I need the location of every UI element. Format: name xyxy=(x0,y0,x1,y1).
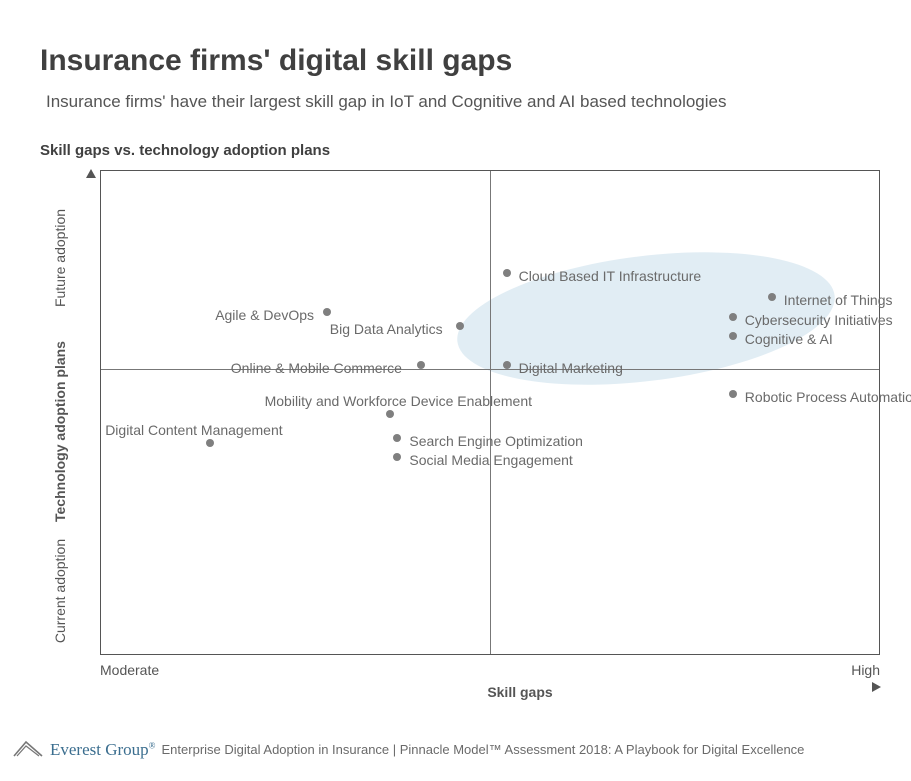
dot-icon xyxy=(768,293,776,301)
dot-icon xyxy=(729,313,737,321)
x-axis-left-label: Moderate xyxy=(100,662,159,678)
data-point-label: Agile & DevOps xyxy=(215,307,314,323)
dot-icon xyxy=(393,453,401,461)
data-point-label: Mobility and Workforce Device Enablement xyxy=(265,393,532,409)
roof-icon xyxy=(12,738,46,761)
data-point-label: Big Data Analytics xyxy=(330,321,443,337)
footer: Everest Group® Enterprise Digital Adopti… xyxy=(12,738,804,761)
dot-icon xyxy=(503,269,511,277)
footer-text: Enterprise Digital Adoption in Insurance… xyxy=(162,742,805,757)
data-point-label: Online & Mobile Commerce xyxy=(231,360,402,376)
y-axis-label: Technology adoption plans xyxy=(52,342,68,522)
data-point-label: Cybersecurity Initiatives xyxy=(745,312,893,328)
y-axis-lower-label: Current adoption xyxy=(52,516,68,666)
dot-icon xyxy=(386,410,394,418)
brand-logo: Everest Group® xyxy=(12,738,156,761)
chart-title: Skill gaps vs. technology adoption plans xyxy=(40,142,330,159)
data-point-label: Cognitive & AI xyxy=(745,331,833,347)
data-point-label: Robotic Process Automation xyxy=(745,389,911,405)
x-axis-label: Skill gaps xyxy=(100,684,911,700)
dot-icon xyxy=(323,308,331,316)
dot-icon xyxy=(393,434,401,442)
data-point-label: Digital Content Management xyxy=(105,422,282,438)
data-point-label: Internet of Things xyxy=(784,292,893,308)
data-point-label: Search Engine Optimization xyxy=(409,433,583,449)
y-axis-upper-label: Future adoption xyxy=(52,183,68,333)
x-axis-right-label: High xyxy=(851,662,880,678)
horizontal-midline xyxy=(101,369,879,370)
data-point-label: Social Media Engagement xyxy=(409,452,572,468)
chart-container: Future adoption Technology adoption plan… xyxy=(40,170,880,700)
data-point-label: Cloud Based IT Infrastructure xyxy=(519,268,702,284)
data-point-label: Digital Marketing xyxy=(519,360,623,376)
dot-icon xyxy=(206,439,214,447)
dot-icon xyxy=(729,390,737,398)
y-axis-arrow-icon xyxy=(90,170,92,655)
subtitle: Insurance firms' have their largest skil… xyxy=(46,92,727,112)
dot-icon xyxy=(503,361,511,369)
scatter-plot: Cloud Based IT InfrastructureInternet of… xyxy=(100,170,880,655)
dot-icon xyxy=(456,322,464,330)
vertical-midline xyxy=(490,171,491,654)
brand-name: Everest Group® xyxy=(50,740,156,760)
page-title: Insurance firms' digital skill gaps xyxy=(40,44,512,78)
dot-icon xyxy=(729,332,737,340)
dot-icon xyxy=(417,361,425,369)
